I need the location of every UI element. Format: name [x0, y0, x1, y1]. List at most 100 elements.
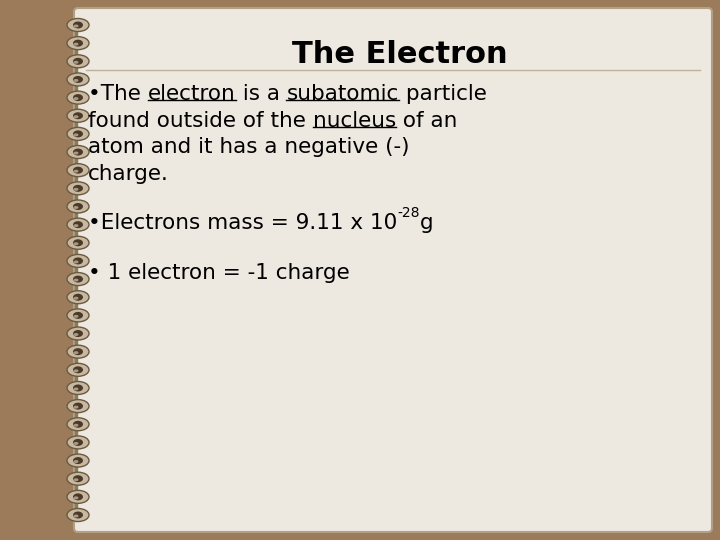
Ellipse shape — [73, 203, 83, 210]
Ellipse shape — [73, 115, 78, 118]
Ellipse shape — [73, 369, 78, 372]
Ellipse shape — [73, 294, 83, 301]
Ellipse shape — [67, 472, 89, 485]
Ellipse shape — [67, 454, 89, 467]
Ellipse shape — [73, 76, 83, 83]
Ellipse shape — [67, 436, 89, 449]
Ellipse shape — [67, 73, 89, 86]
Ellipse shape — [73, 58, 83, 65]
Text: nucleus: nucleus — [312, 111, 396, 131]
Ellipse shape — [67, 381, 89, 394]
Text: g: g — [420, 213, 433, 233]
Ellipse shape — [73, 94, 83, 101]
Ellipse shape — [73, 424, 78, 427]
Text: of an: of an — [396, 111, 457, 131]
Ellipse shape — [67, 237, 89, 249]
FancyBboxPatch shape — [74, 8, 712, 532]
Ellipse shape — [67, 146, 89, 159]
Ellipse shape — [73, 130, 83, 137]
Ellipse shape — [73, 442, 78, 445]
Text: -28: -28 — [397, 206, 420, 220]
Text: particle: particle — [399, 84, 487, 104]
Ellipse shape — [73, 296, 78, 300]
Ellipse shape — [73, 239, 83, 246]
Ellipse shape — [73, 167, 83, 174]
Ellipse shape — [73, 366, 83, 373]
Ellipse shape — [73, 24, 78, 28]
Ellipse shape — [67, 109, 89, 122]
Ellipse shape — [73, 22, 83, 29]
Ellipse shape — [73, 188, 78, 191]
Text: charge.: charge. — [88, 164, 169, 184]
Ellipse shape — [73, 403, 83, 410]
Ellipse shape — [73, 330, 83, 337]
Ellipse shape — [73, 384, 83, 391]
Ellipse shape — [73, 148, 83, 156]
Text: subatomic: subatomic — [287, 84, 399, 104]
Ellipse shape — [73, 496, 78, 500]
Ellipse shape — [73, 39, 83, 46]
Ellipse shape — [73, 97, 78, 100]
Ellipse shape — [73, 112, 83, 119]
Ellipse shape — [73, 185, 83, 192]
Ellipse shape — [73, 421, 83, 428]
Text: electron: electron — [148, 84, 235, 104]
Ellipse shape — [73, 333, 78, 336]
Ellipse shape — [73, 133, 78, 137]
Ellipse shape — [67, 164, 89, 177]
Ellipse shape — [67, 490, 89, 503]
Ellipse shape — [67, 273, 89, 286]
Ellipse shape — [67, 327, 89, 340]
Ellipse shape — [73, 43, 78, 46]
Ellipse shape — [73, 275, 83, 282]
Ellipse shape — [73, 315, 78, 318]
Ellipse shape — [67, 55, 89, 68]
Ellipse shape — [73, 279, 78, 281]
Ellipse shape — [67, 37, 89, 50]
Ellipse shape — [73, 511, 83, 518]
Ellipse shape — [67, 291, 89, 303]
Ellipse shape — [73, 206, 78, 209]
Ellipse shape — [73, 388, 78, 390]
Ellipse shape — [73, 224, 78, 227]
Ellipse shape — [67, 182, 89, 195]
Text: •The: •The — [88, 84, 148, 104]
Ellipse shape — [73, 312, 83, 319]
Ellipse shape — [67, 18, 89, 31]
Ellipse shape — [73, 61, 78, 64]
Ellipse shape — [67, 200, 89, 213]
Text: • 1 electron = -1 charge: • 1 electron = -1 charge — [88, 262, 350, 282]
Ellipse shape — [67, 400, 89, 413]
Ellipse shape — [67, 254, 89, 267]
Ellipse shape — [73, 348, 83, 355]
Ellipse shape — [73, 260, 78, 264]
Ellipse shape — [73, 152, 78, 154]
Ellipse shape — [67, 309, 89, 322]
Ellipse shape — [73, 460, 78, 463]
Ellipse shape — [73, 494, 83, 501]
Ellipse shape — [73, 439, 83, 446]
Text: •Electrons mass = 9.11 x 10: •Electrons mass = 9.11 x 10 — [88, 213, 397, 233]
Ellipse shape — [73, 457, 83, 464]
Ellipse shape — [73, 79, 78, 82]
Ellipse shape — [67, 418, 89, 431]
Ellipse shape — [73, 170, 78, 173]
Ellipse shape — [67, 127, 89, 140]
Text: atom and it has a negative (-): atom and it has a negative (-) — [88, 137, 410, 157]
Ellipse shape — [73, 515, 78, 517]
Ellipse shape — [67, 509, 89, 522]
Ellipse shape — [73, 351, 78, 354]
Ellipse shape — [73, 478, 78, 481]
Ellipse shape — [73, 258, 83, 265]
Text: is a: is a — [235, 84, 287, 104]
Ellipse shape — [73, 475, 83, 482]
Ellipse shape — [73, 406, 78, 409]
Ellipse shape — [67, 363, 89, 376]
Ellipse shape — [67, 91, 89, 104]
Ellipse shape — [67, 345, 89, 358]
Ellipse shape — [73, 221, 83, 228]
Ellipse shape — [67, 218, 89, 231]
Text: The Electron: The Electron — [292, 40, 508, 69]
Ellipse shape — [73, 242, 78, 245]
Text: found outside of the: found outside of the — [88, 111, 312, 131]
